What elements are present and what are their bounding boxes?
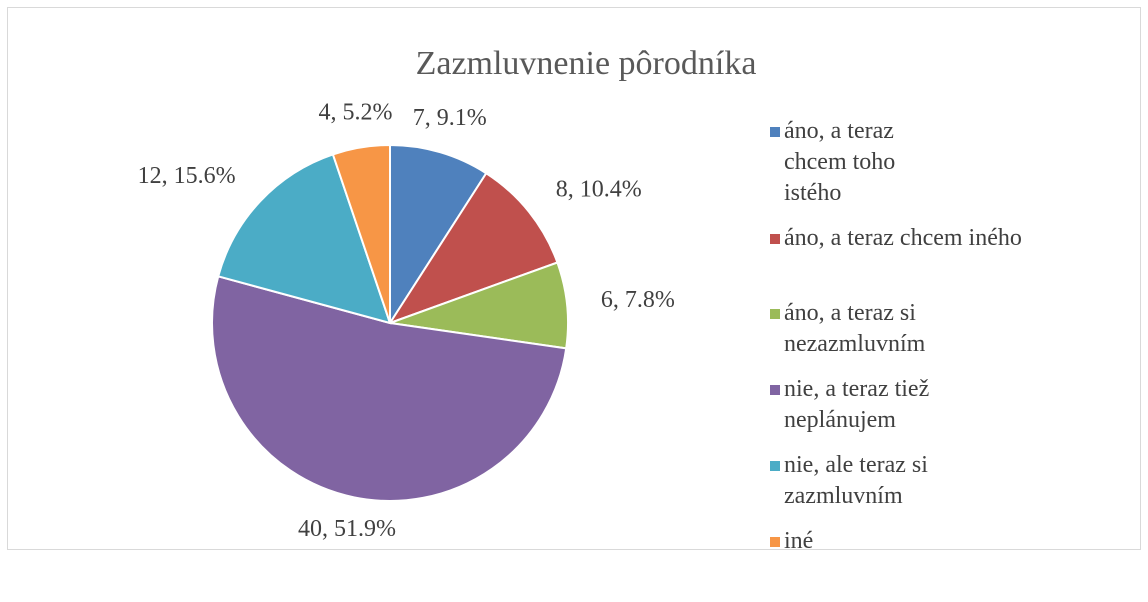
legend: áno, a teraz chcem toho istého áno, a ter…: [770, 116, 1130, 602]
data-label: 6, 7.8%: [601, 287, 675, 313]
legend-swatch: [770, 309, 780, 319]
legend-label: áno, a teraz chcem toho istého: [784, 118, 896, 206]
chart-frame: [7, 7, 1141, 550]
legend-entry: nie, a teraz tiež neplánujem: [770, 374, 1130, 436]
legend-swatch: [770, 385, 780, 395]
pie-slice: [387, 171, 559, 325]
chart-title: Zazmluvnenie pôrodníka: [416, 45, 757, 82]
legend-swatch: [770, 537, 780, 547]
legend-entry: nie, ale teraz si zazmluvním: [770, 450, 1130, 512]
data-label: 40, 51.9%: [298, 516, 396, 542]
pie-slice: [389, 143, 488, 327]
legend-label: iné: [784, 528, 814, 554]
legend-entry: áno, a teraz chcem iného: [770, 223, 1130, 254]
legend-entry: áno, a teraz si nezazmluvním: [770, 298, 1130, 360]
pie-slice: [331, 143, 391, 324]
chart: Zazmluvnenie pôrodníka 7, 9.1% 8, 10.4% 6,…: [7, 7, 1141, 550]
page: Zazmluvnenie pôrodníka 7, 9.1% 8, 10.4% 6,…: [7, 7, 1141, 554]
data-label: 8, 10.4%: [556, 176, 642, 202]
pie-slice: [211, 275, 568, 502]
legend-label: áno, a teraz chcem iného: [784, 225, 1022, 251]
legend-label: áno, a teraz si nezazmluvním: [784, 300, 926, 357]
legend-label: nie, a teraz tiež neplánujem: [784, 376, 930, 433]
legend-swatch: [770, 461, 780, 471]
data-label: 4, 5.2%: [319, 99, 393, 125]
legend-entry: áno, a teraz chcem toho istého: [770, 116, 1130, 209]
legend-entry: iné: [770, 526, 1130, 588]
data-label: 7, 9.1%: [413, 105, 487, 131]
legend-swatch: [770, 127, 780, 137]
legend-label: nie, ale teraz si zazmluvním: [784, 452, 928, 509]
data-label: 12, 15.6%: [138, 163, 236, 189]
legend-swatch: [770, 234, 780, 244]
